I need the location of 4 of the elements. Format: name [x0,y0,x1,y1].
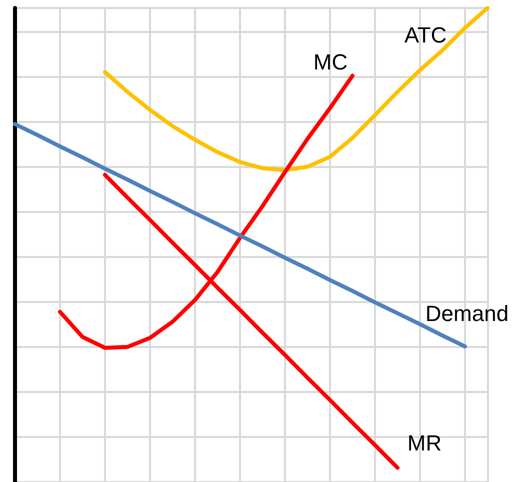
series-label: MR [407,430,442,456]
series-label: Demand [425,300,509,326]
series-label: ATC [404,22,447,48]
series-label: MC [313,49,348,74]
